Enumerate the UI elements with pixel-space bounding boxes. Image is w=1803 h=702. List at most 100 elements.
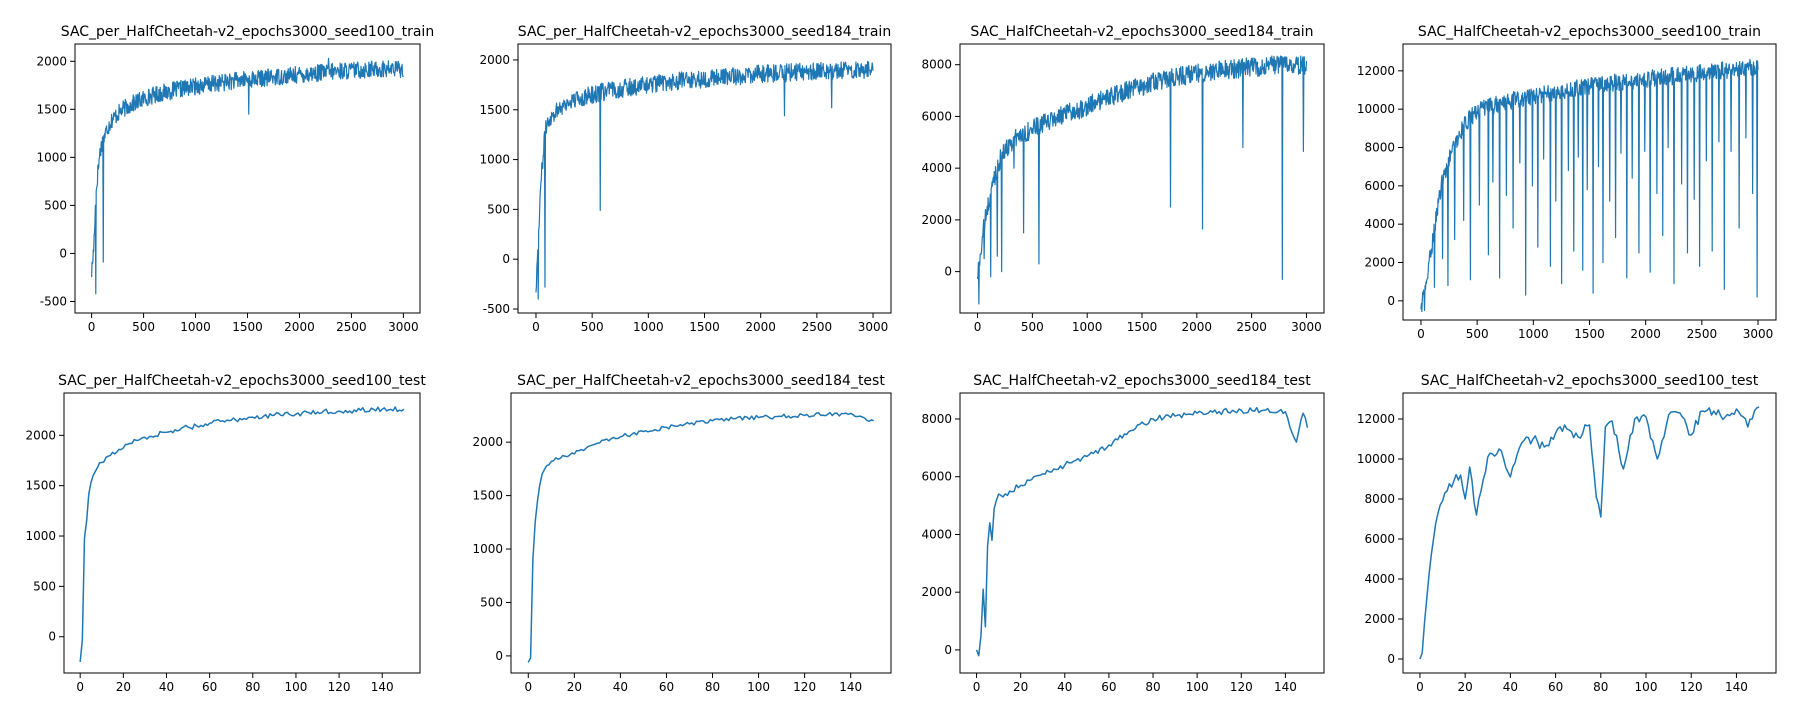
y-tick-label: 1500 [25,479,56,493]
y-tick-label: 0 [502,252,510,266]
y-tick-label: 0 [944,265,952,279]
chart-test-seed100-per: SAC_per_HalfCheetah-v2_epochs3000_seed10… [25,373,426,694]
x-tick-label: 0 [524,680,532,694]
x-tick-label: 1500 [1127,320,1158,334]
y-tick-label: 2000 [1364,612,1395,626]
x-tick-label: 0 [973,680,981,694]
x-tick-label: 20 [116,680,131,694]
x-tick-label: 3000 [1291,320,1322,334]
chart-title: SAC_HalfCheetah-v2_epochs3000_seed100_tr… [1418,24,1761,40]
x-tick-label: 100 [747,680,770,694]
series-line [535,60,874,300]
chart-train-seed184: SAC_HalfCheetah-v2_epochs3000_seed184_tr… [921,24,1325,334]
chart-title: SAC_per_HalfCheetah-v2_epochs3000_seed18… [518,24,891,40]
chart-title: SAC_HalfCheetah-v2_epochs3000_seed184_tr… [970,24,1313,40]
chart-train-seed100-per: SAC_per_HalfCheetah-v2_epochs3000_seed10… [36,24,434,334]
y-tick-label: 2000 [921,585,952,599]
x-tick-label: 140 [1725,680,1748,694]
y-tick-label: 500 [480,595,503,609]
chart-test-seed100: SAC_HalfCheetah-v2_epochs3000_seed100_te… [1357,373,1777,694]
x-tick-label: 120 [793,680,816,694]
y-tick-label: 1000 [36,150,67,164]
y-tick-label: 2000 [1364,256,1395,270]
x-tick-label: 2000 [745,320,776,334]
x-tick-label: 2500 [802,320,833,334]
x-tick-label: 60 [659,680,674,694]
y-tick-label: 4000 [1364,217,1395,231]
series-line [975,406,1309,657]
y-tick-label: 500 [33,579,56,593]
axes-frame [74,43,421,314]
y-tick-label: 0 [944,643,952,657]
chart-title: SAC_HalfCheetah-v2_epochs3000_seed184_te… [973,373,1311,389]
x-tick-label: 3000 [858,320,889,334]
y-tick-label: 6000 [1364,179,1395,193]
x-tick-label: 60 [1548,680,1563,694]
axes-frame [1402,392,1777,674]
y-tick-label: 0 [48,630,56,644]
series-line [1420,58,1759,313]
x-tick-label: 100 [1186,680,1209,694]
y-tick-label: 1500 [479,103,510,117]
x-tick-label: 2000 [1182,320,1213,334]
y-tick-label: -500 [483,302,510,316]
y-tick-label: 8000 [921,58,952,72]
x-tick-label: 500 [581,320,604,334]
x-tick-label: 40 [613,680,628,694]
axes-frame [510,392,892,674]
x-tick-label: 0 [76,680,84,694]
x-tick-label: 0 [974,320,982,334]
chart-title: SAC_per_HalfCheetah-v2_epochs3000_seed10… [58,373,426,389]
series-line [1419,406,1760,660]
x-tick-label: 0 [88,320,96,334]
y-tick-label: 10000 [1357,452,1395,466]
x-tick-label: 80 [705,680,720,694]
y-tick-label: 2000 [921,213,952,227]
x-tick-label: 2500 [1236,320,1267,334]
y-tick-label: 6000 [1364,532,1395,546]
y-tick-label: 0 [1387,652,1395,666]
y-tick-label: 4000 [1364,572,1395,586]
x-tick-label: 2000 [284,320,315,334]
x-tick-label: 1500 [689,320,720,334]
x-tick-label: 1000 [180,320,211,334]
series-line [976,55,1308,305]
x-tick-label: 0 [532,320,540,334]
x-tick-label: 1000 [1072,320,1103,334]
x-tick-label: 2500 [1687,327,1718,341]
y-tick-label: 12000 [1357,412,1395,426]
y-tick-label: 4000 [921,161,952,175]
y-tick-label: 8000 [1364,492,1395,506]
y-tick-label: 1000 [25,529,56,543]
y-tick-label: 2000 [25,428,56,442]
y-tick-label: 2000 [472,435,503,449]
x-tick-label: 60 [1101,680,1116,694]
y-tick-label: 1000 [479,153,510,167]
y-tick-label: -500 [40,294,67,308]
x-tick-label: 2500 [336,320,367,334]
x-tick-label: 0 [1417,327,1425,341]
x-tick-label: 500 [1466,327,1489,341]
y-tick-label: 1500 [36,102,67,116]
y-tick-label: 500 [487,202,510,216]
x-tick-label: 3000 [388,320,419,334]
y-tick-label: 0 [495,649,503,663]
y-tick-label: 10000 [1357,102,1395,116]
x-tick-label: 1000 [1518,327,1549,341]
y-tick-label: 4000 [921,527,952,541]
x-tick-label: 80 [245,680,260,694]
chart-test-seed184-per: SAC_per_HalfCheetah-v2_epochs3000_seed18… [472,373,892,694]
x-tick-label: 120 [1680,680,1703,694]
x-tick-label: 100 [284,680,307,694]
y-tick-label: 2000 [479,53,510,67]
x-tick-label: 80 [1593,680,1608,694]
y-tick-label: 1500 [472,489,503,503]
y-tick-label: 1000 [472,542,503,556]
x-tick-label: 20 [567,680,582,694]
series-line [79,406,405,662]
x-tick-label: 500 [1021,320,1044,334]
axes-frame [63,392,421,674]
x-tick-label: 20 [1458,680,1473,694]
x-tick-label: 140 [839,680,862,694]
